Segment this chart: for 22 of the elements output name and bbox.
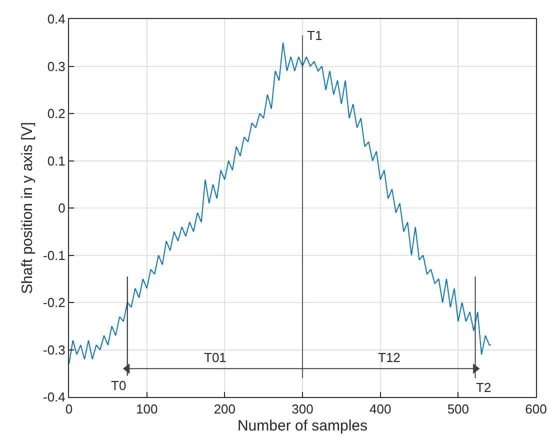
x-axis-title: Number of samples	[237, 418, 368, 435]
y-tick-label: 0.3	[47, 58, 66, 74]
y-axis-title: Shaft position in y axis [V]	[19, 122, 36, 294]
annotation: T2	[476, 380, 492, 395]
x-tick-label: 500	[447, 402, 470, 417]
x-tick-label: 600	[525, 402, 547, 417]
y-tick-label: -0.1	[42, 248, 66, 263]
annotation: T1	[307, 28, 322, 43]
annotation: T0	[111, 378, 126, 393]
y-tick-label: -0.3	[42, 342, 66, 358]
x-tick-label: 200	[214, 402, 236, 417]
y-tick-label: 0	[58, 200, 66, 216]
y-tick-label: 0.4	[47, 12, 66, 27]
y-tick-label: 0.1	[47, 153, 66, 168]
y-tick-label: -0.4	[42, 390, 66, 405]
y-tick-label: 0.2	[47, 106, 66, 122]
x-tick-label: 100	[136, 402, 158, 417]
y-tick-label: -0.2	[42, 295, 66, 310]
x-tick-label: 400	[369, 402, 392, 417]
x-tick-label: 300	[292, 402, 314, 417]
annotation: T12	[378, 350, 400, 365]
annotation: T01	[204, 350, 226, 365]
